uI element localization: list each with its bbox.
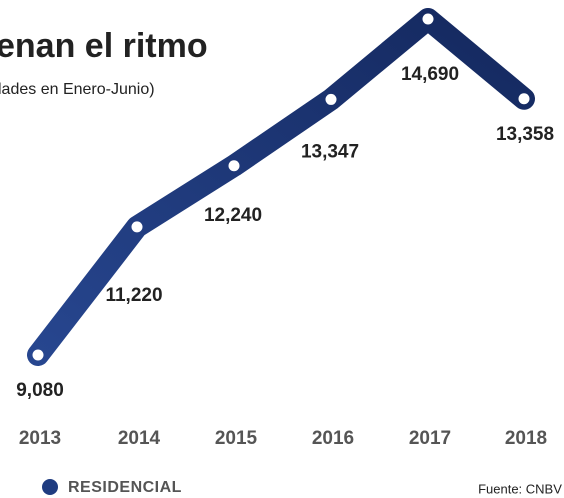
source: Fuente: CNBV <box>478 481 562 496</box>
point <box>131 221 143 233</box>
point <box>32 349 44 361</box>
chart-title: enan el ritmo <box>0 27 208 65</box>
chart-subtitle: lades en Enero-Junio) <box>0 81 155 98</box>
x-tick-label: 2013 <box>19 428 61 449</box>
point <box>422 13 434 25</box>
value-label: 14,690 <box>401 64 459 85</box>
legend-swatch <box>42 479 58 495</box>
value-label: 11,220 <box>105 285 162 306</box>
legend-label: RESIDENCIAL <box>68 479 182 496</box>
x-tick-label: 2014 <box>118 428 161 449</box>
value-label: 13,358 <box>496 124 554 145</box>
value-label: 12,240 <box>204 205 262 226</box>
line <box>27 8 535 366</box>
x-tick-label: 2018 <box>505 428 547 449</box>
value-label: 9,080 <box>16 380 64 401</box>
x-tick-label: 2016 <box>312 428 354 449</box>
value-label: 13,347 <box>301 141 359 162</box>
point <box>518 93 530 105</box>
x-tick-label: 2017 <box>409 428 451 449</box>
x-tick-label: 2015 <box>215 428 258 449</box>
point <box>228 160 240 172</box>
point <box>325 93 337 105</box>
